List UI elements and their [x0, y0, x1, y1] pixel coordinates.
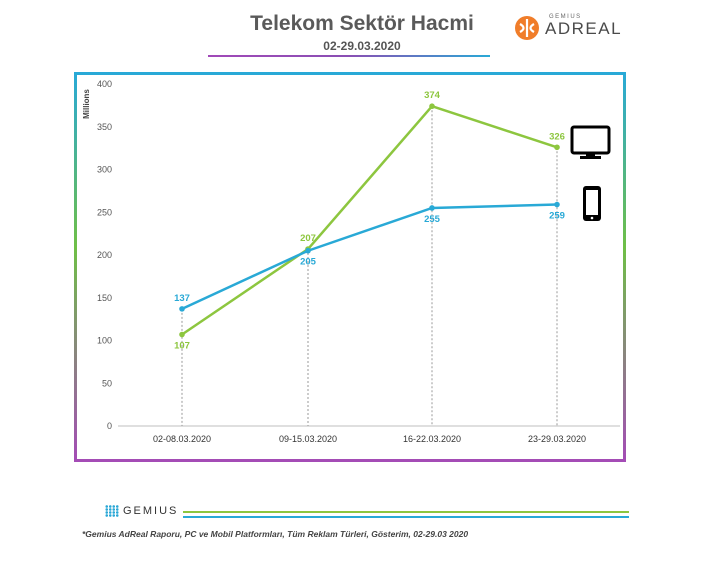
data-point	[305, 247, 311, 254]
title-underline	[208, 55, 490, 57]
data-point	[179, 306, 185, 312]
data-point	[429, 205, 435, 211]
footnote: *Gemius AdReal Raporu, PC ve Mobil Platf…	[82, 529, 469, 539]
mobile-phone-icon	[583, 186, 601, 221]
data-label: 255	[424, 214, 441, 225]
adreal-logo	[515, 16, 539, 40]
x-tick-label: 09-15.03.2020	[279, 434, 337, 444]
y-axis-label: Millions	[82, 89, 91, 119]
x-tick-label: 23-29.03.2020	[528, 434, 586, 444]
y-tick-label: 100	[97, 336, 112, 346]
adreal-logo-mark-icon	[515, 16, 539, 40]
line-chart: Millions 0 50 100 150 200 250 300 350 400 02-08.…	[82, 79, 620, 444]
data-point	[179, 331, 185, 338]
gemius-footer-logo: GEMIUS	[105, 505, 179, 518]
y-tick-label: 300	[97, 165, 112, 175]
y-tick-label: 350	[97, 122, 112, 132]
series-line-1	[181, 203, 558, 311]
data-label: 205	[300, 257, 317, 268]
y-tick-label: 50	[102, 378, 112, 388]
y-tick-label: 0	[107, 421, 112, 431]
desktop-monitor-icon	[570, 125, 611, 159]
data-label: 374	[424, 90, 441, 101]
x-tick-label: 02-08.03.2020	[153, 434, 211, 444]
gemius-footer-text: GEMIUS	[123, 505, 179, 517]
footer-rule-green	[183, 511, 629, 513]
y-tick-label: 200	[97, 250, 112, 260]
y-tick-label: 150	[97, 293, 112, 303]
footer-rule-blue	[183, 516, 629, 518]
data-point	[554, 144, 560, 151]
y-tick-label: 400	[97, 79, 112, 89]
gemius-dots-icon	[105, 505, 119, 518]
data-label: 137	[174, 293, 190, 304]
data-label: 207	[300, 233, 316, 244]
x-tick-label: 16-22.03.2020	[403, 434, 461, 444]
data-label: 259	[549, 211, 565, 222]
data-point	[554, 201, 560, 208]
adreal-logo-text: ADREAL	[545, 19, 623, 38]
data-label: 107	[174, 341, 190, 352]
data-point	[429, 103, 435, 110]
chart-title: Telekom Sektör Hacmi	[250, 12, 474, 35]
series-line-0	[181, 104, 558, 336]
chart-subtitle: 02-29.03.2020	[323, 39, 401, 53]
adreal-logo-small-text: GEMIUS	[549, 14, 582, 20]
y-tick-label: 250	[97, 207, 112, 217]
data-label: 326	[549, 131, 565, 142]
